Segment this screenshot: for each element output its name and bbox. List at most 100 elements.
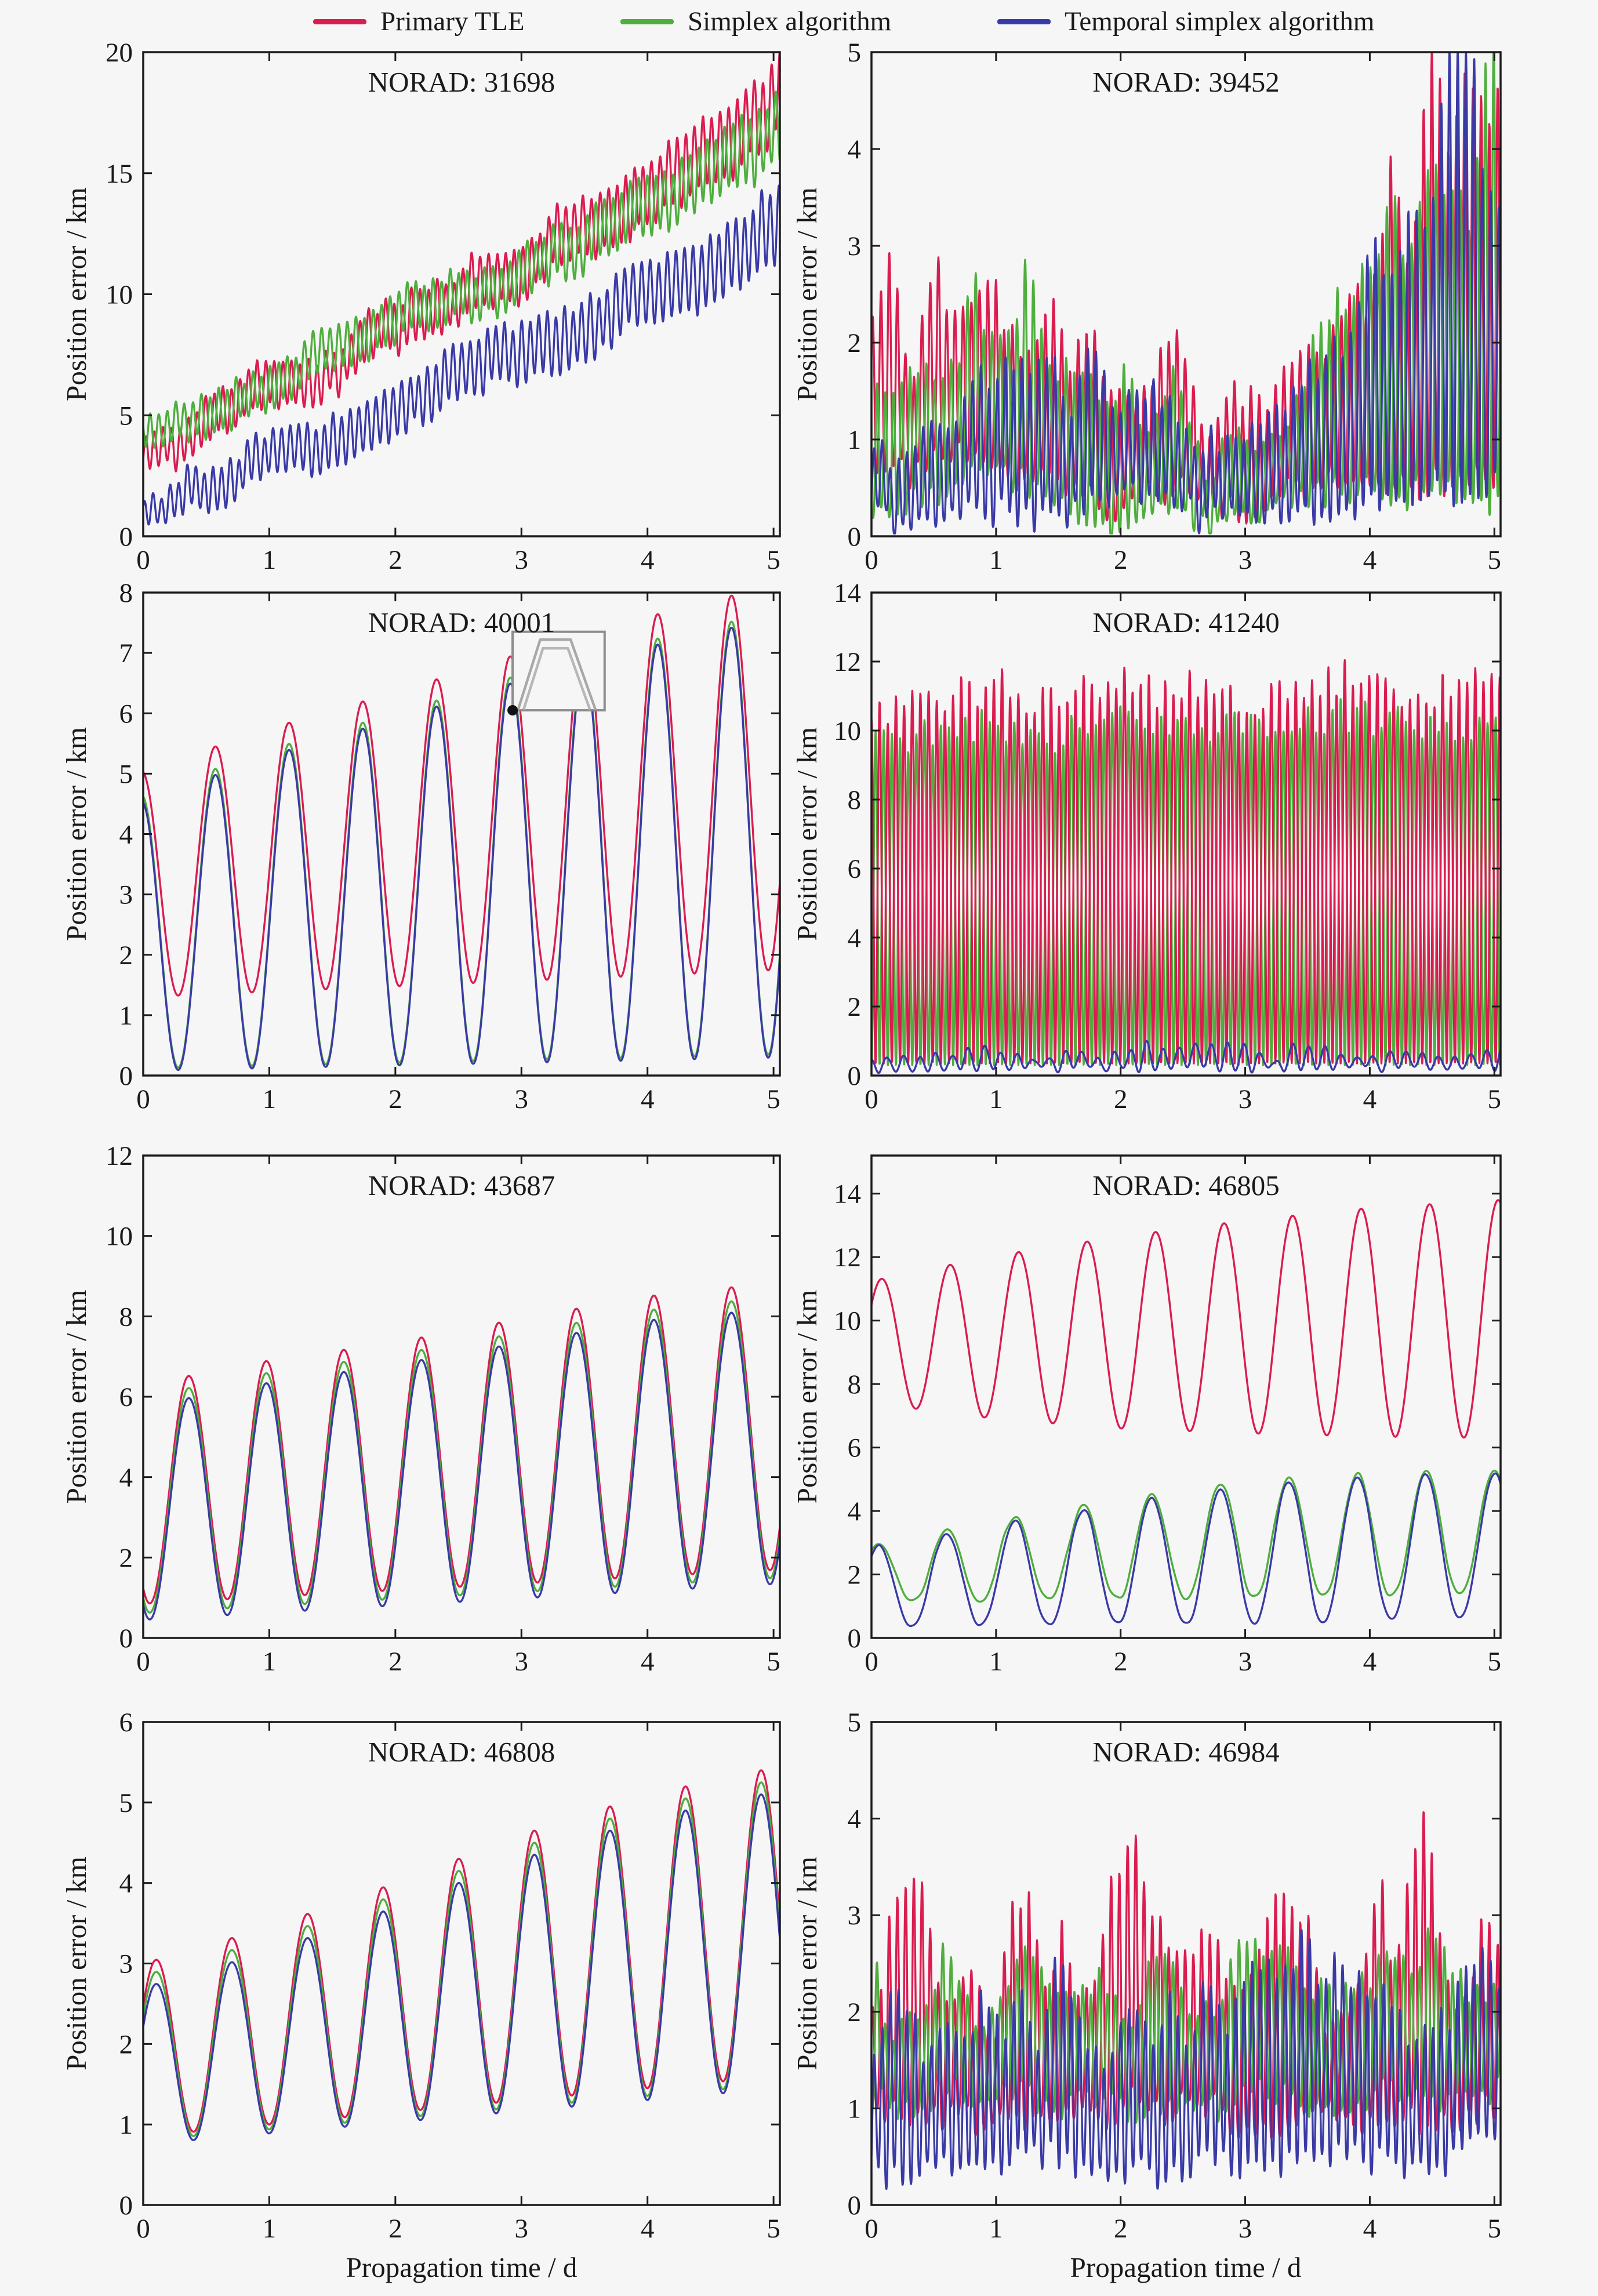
axis-ticks-41240 bbox=[870, 591, 1501, 1077]
x-tick-label: 4 bbox=[1363, 1084, 1377, 1114]
y-tick-label: 6 bbox=[848, 854, 862, 884]
y-axis-label: Position error / km bbox=[60, 1857, 92, 2070]
y-tick-label: 2 bbox=[119, 1543, 133, 1573]
x-tick-label: 5 bbox=[767, 1084, 780, 1114]
y-axis-label: Position error / km bbox=[791, 1290, 823, 1504]
y-axis-label: Position error / km bbox=[60, 1290, 92, 1504]
series-line-primary-tle bbox=[143, 1286, 780, 1605]
x-tick-label: 0 bbox=[865, 545, 878, 575]
legend-item-primary-tle: Primary TLE bbox=[313, 8, 524, 35]
x-tick-label: 2 bbox=[388, 1647, 402, 1677]
subplot-title-41240: NORAD: 41240 bbox=[1092, 606, 1280, 638]
y-tick-label: 10 bbox=[106, 1222, 133, 1252]
series-line-primary-tle bbox=[143, 1769, 780, 2133]
series-line-temporal-simplex-algorithm bbox=[871, 1472, 1501, 1627]
y-tick-label: 4 bbox=[848, 1804, 862, 1834]
x-tick-label: 3 bbox=[1239, 1084, 1252, 1114]
y-tick-label: 2 bbox=[848, 1560, 862, 1590]
subplot-title-39452: NORAD: 39452 bbox=[1092, 66, 1280, 98]
y-axis-label: Position error / km bbox=[60, 727, 92, 941]
axis-ticks-43687 bbox=[142, 1154, 780, 1639]
y-tick-label: 0 bbox=[848, 522, 862, 552]
series-line-temporal-simplex-algorithm bbox=[871, 1929, 1501, 2190]
legend-line-primary-tle-icon bbox=[313, 19, 366, 24]
y-tick-label: 5 bbox=[848, 38, 862, 68]
y-tick-label: 2 bbox=[119, 940, 133, 971]
series-line-simplex-algorithm bbox=[143, 1781, 780, 2137]
inset-zoom-curve bbox=[517, 638, 597, 710]
y-tick-label: 12 bbox=[834, 647, 861, 677]
x-tick-label: 2 bbox=[388, 1084, 402, 1114]
legend-line-simplex-icon bbox=[620, 19, 674, 24]
x-tick-label: 1 bbox=[263, 1084, 277, 1114]
series-line-simplex-algorithm bbox=[143, 90, 780, 449]
series-line-simplex-algorithm bbox=[871, 1927, 1501, 2124]
x-tick-label: 3 bbox=[515, 1084, 529, 1114]
x-tick-label: 0 bbox=[865, 1084, 878, 1114]
y-tick-label: 3 bbox=[848, 1901, 862, 1931]
axis-ticks-46808 bbox=[142, 1721, 780, 2206]
legend-item-temporal-simplex: Temporal simplex algorithm bbox=[997, 8, 1375, 35]
x-tick-label: 5 bbox=[767, 1647, 780, 1677]
subplot-41240 bbox=[871, 659, 1501, 1074]
x-axis-label-right: Propagation time / d bbox=[1070, 2251, 1302, 2283]
x-tick-label: 2 bbox=[388, 2214, 402, 2244]
series-line-temporal-simplex-algorithm bbox=[143, 1312, 780, 1621]
x-tick-label: 0 bbox=[136, 2214, 150, 2244]
x-tick-label: 0 bbox=[136, 545, 150, 575]
y-tick-label: 1 bbox=[119, 2110, 133, 2140]
x-tick-label: 3 bbox=[1239, 1647, 1252, 1677]
y-axis-label: Position error / km bbox=[60, 187, 92, 401]
y-tick-label: 1 bbox=[848, 2094, 862, 2124]
y-axis-label: Position error / km bbox=[791, 187, 823, 401]
y-tick-label: 3 bbox=[119, 880, 133, 910]
y-tick-label: 2 bbox=[848, 328, 862, 358]
subplot-46984 bbox=[871, 1811, 1501, 2190]
x-tick-label: 3 bbox=[1239, 545, 1252, 575]
axis-ticks-39452 bbox=[870, 51, 1501, 537]
y-tick-label: 2 bbox=[848, 992, 862, 1022]
x-tick-label: 4 bbox=[641, 2214, 655, 2244]
y-tick-label: 4 bbox=[848, 1496, 862, 1527]
y-tick-label: 12 bbox=[834, 1243, 861, 1273]
y-tick-label: 4 bbox=[848, 923, 862, 953]
y-tick-label: 8 bbox=[848, 785, 862, 815]
legend-label-simplex: Simplex algorithm bbox=[688, 6, 892, 37]
series-line-primary-tle bbox=[871, 1811, 1501, 2139]
legend-line-temporal-simplex-icon bbox=[997, 19, 1051, 24]
subplot-43687 bbox=[143, 1286, 780, 1621]
y-tick-label: 6 bbox=[119, 1382, 133, 1412]
x-tick-label: 1 bbox=[989, 2214, 1003, 2244]
y-tick-label: 2 bbox=[848, 1997, 862, 2028]
x-tick-label: 5 bbox=[1488, 2214, 1502, 2244]
y-tick-label: 10 bbox=[834, 716, 861, 746]
y-tick-label: 15 bbox=[106, 159, 133, 189]
subplot-title-43687: NORAD: 43687 bbox=[368, 1169, 555, 1201]
x-tick-label: 5 bbox=[767, 2214, 780, 2244]
x-tick-label: 4 bbox=[1363, 545, 1377, 575]
plot-frame-46805 bbox=[870, 1154, 1502, 1639]
subplot-title-40001: NORAD: 40001 bbox=[368, 606, 555, 638]
y-tick-label: 5 bbox=[119, 1788, 133, 1818]
x-tick-label: 0 bbox=[136, 1647, 150, 1677]
y-tick-label: 6 bbox=[119, 1708, 133, 1738]
y-tick-label: 5 bbox=[119, 759, 133, 789]
y-tick-label: 3 bbox=[119, 1949, 133, 1979]
plot-frame-39452 bbox=[870, 51, 1502, 537]
y-tick-label: 4 bbox=[119, 1869, 133, 1899]
y-tick-label: 8 bbox=[119, 578, 133, 608]
subplot-40001 bbox=[143, 594, 780, 1071]
y-tick-label: 12 bbox=[106, 1141, 133, 1171]
series-line-temporal-simplex-algorithm bbox=[871, 52, 1501, 535]
y-tick-label: 1 bbox=[848, 425, 862, 455]
series-line-temporal-simplex-algorithm bbox=[871, 1040, 1501, 1074]
subplot-46805 bbox=[871, 1199, 1501, 1627]
series-line-temporal-simplex-algorithm bbox=[143, 1793, 780, 2141]
x-tick-label: 5 bbox=[1488, 545, 1502, 575]
y-tick-label: 0 bbox=[119, 522, 133, 552]
y-tick-label: 0 bbox=[848, 1623, 862, 1654]
x-tick-label: 1 bbox=[263, 1647, 277, 1677]
x-tick-label: 2 bbox=[1114, 2214, 1128, 2244]
